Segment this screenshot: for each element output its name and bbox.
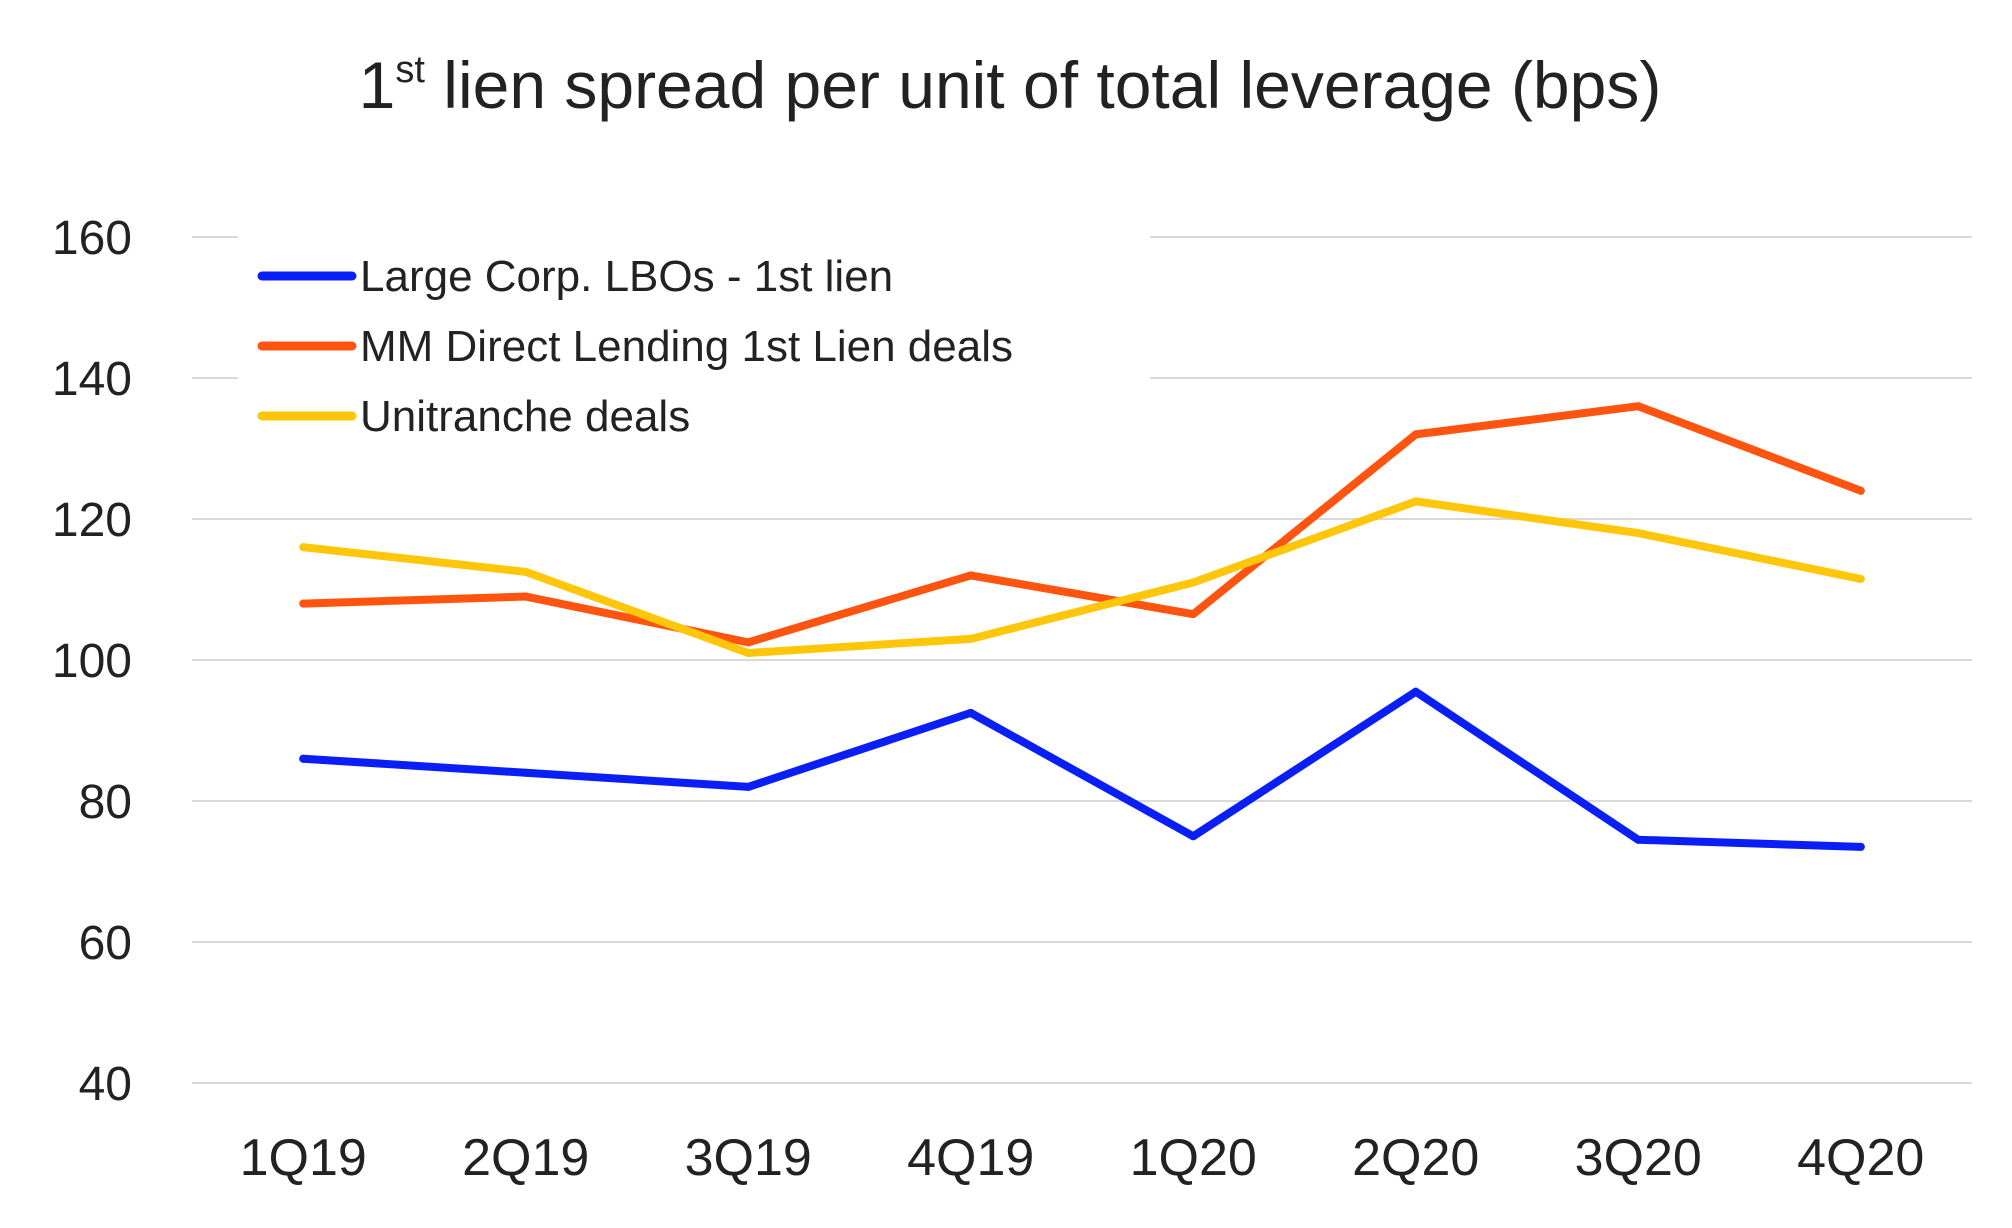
chart-title: 1st lien spread per unit of total levera… (359, 48, 1662, 122)
series-lines (299, 402, 1865, 851)
series-0 (299, 687, 1865, 851)
data-point (299, 754, 308, 763)
legend-label: MM Direct Lending 1st Lien deals (360, 322, 1013, 371)
x-tick-label: 3Q20 (1575, 1129, 1702, 1187)
y-tick-label: 140 (52, 353, 132, 406)
y-tick-label: 100 (52, 635, 132, 688)
x-tick-label: 2Q19 (462, 1129, 589, 1187)
data-point (966, 634, 975, 643)
data-point (744, 648, 753, 657)
y-tick-label: 60 (79, 917, 132, 970)
x-tick-label: 1Q20 (1130, 1129, 1257, 1187)
y-axis: 160 140 120 100 80 60 40 (52, 212, 132, 1111)
data-point (1189, 578, 1198, 587)
data-point (1634, 835, 1643, 844)
legend-background (238, 236, 1150, 436)
data-point (521, 768, 530, 777)
legend: Large Corp. LBOs - 1st lien MM Direct Len… (238, 236, 1150, 441)
y-tick-label: 80 (79, 776, 132, 829)
legend-item: MM Direct Lending 1st Lien deals (257, 322, 1013, 371)
data-point (744, 638, 753, 647)
series-line (299, 687, 1865, 851)
data-point (521, 592, 530, 601)
chart-title-superscript: st (395, 49, 425, 91)
data-point (1189, 610, 1198, 619)
y-tick-label: 160 (52, 212, 132, 265)
data-point (1411, 497, 1420, 506)
legend-label: Unitranche deals (360, 392, 690, 441)
data-point (299, 599, 308, 608)
series-1 (299, 402, 1865, 647)
data-point (1411, 430, 1420, 439)
legend-item: Large Corp. LBOs - 1st lien (257, 252, 893, 301)
data-point (1189, 832, 1198, 841)
data-point (744, 782, 753, 791)
chart-title-rest: lien spread per unit of total leverage (… (425, 48, 1661, 122)
y-tick-label: 120 (52, 494, 132, 547)
x-tick-label: 4Q20 (1797, 1129, 1924, 1187)
data-point (966, 571, 975, 580)
series-2 (299, 497, 1865, 657)
data-point (966, 708, 975, 717)
chart-title-prefix: 1 (359, 48, 396, 122)
legend-label: Large Corp. LBOs - 1st lien (360, 252, 893, 301)
x-tick-label: 3Q19 (685, 1129, 812, 1187)
data-point (299, 543, 308, 552)
x-tick-label: 1Q19 (240, 1129, 367, 1187)
x-axis: 1Q19 2Q19 3Q19 4Q19 1Q20 2Q20 3Q20 4Q20 (240, 1129, 1925, 1187)
data-point (1856, 486, 1865, 495)
y-tick-label: 40 (79, 1058, 132, 1111)
x-tick-label: 4Q19 (907, 1129, 1034, 1187)
data-point (1411, 687, 1420, 696)
legend-item: Unitranche deals (257, 392, 690, 441)
series-line (299, 402, 1865, 647)
data-point (1856, 842, 1865, 851)
data-point (521, 567, 530, 576)
x-tick-label: 2Q20 (1352, 1129, 1479, 1187)
data-point (1634, 402, 1643, 411)
series-line (299, 497, 1865, 657)
data-point (1634, 529, 1643, 538)
data-point (1856, 574, 1865, 583)
